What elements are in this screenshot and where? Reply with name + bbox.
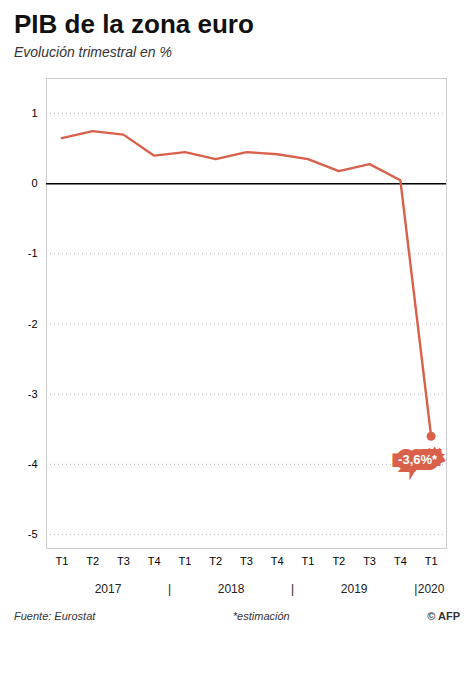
html-text:© AFP: © AFP [427,610,460,622]
svg-text:T1: T1 [302,555,315,567]
svg-text:-3,6%*: -3,6%* [398,452,438,467]
html-text:*estimación: *estimación [232,610,290,622]
svg-text:2019: 2019 [341,582,368,596]
html-text:Evolución trimestral en %: Evolución trimestral en % [14,44,172,60]
svg-text:T1: T1 [425,555,438,567]
svg-text:T3: T3 [363,555,376,567]
svg-text:T4: T4 [148,555,161,567]
svg-text:-3: -3 [28,388,38,400]
svg-text:T1: T1 [55,555,68,567]
svg-text:2018: 2018 [218,582,245,596]
svg-text:T3: T3 [240,555,253,567]
svg-text:2017: 2017 [95,582,122,596]
svg-text:2020: 2020 [418,582,445,596]
svg-text:T2: T2 [332,555,345,567]
svg-text:T3: T3 [117,555,130,567]
svg-text:0: 0 [31,177,37,189]
svg-text:-4: -4 [28,458,38,470]
html-text:PIB de la zona euro: PIB de la zona euro [14,9,254,39]
svg-text:-1: -1 [28,247,38,259]
svg-text:1: 1 [31,107,37,119]
svg-text:T2: T2 [209,555,222,567]
svg-text:-5: -5 [28,528,38,540]
html-text:Fuente: Eurostat: Fuente: Eurostat [14,610,96,622]
svg-text:T1: T1 [179,555,192,567]
svg-text:-2: -2 [28,318,38,330]
svg-text:T4: T4 [394,555,407,567]
svg-text:|: | [168,582,171,596]
svg-text:|: | [291,582,294,596]
svg-text:T2: T2 [86,555,99,567]
svg-text:T4: T4 [271,555,284,567]
